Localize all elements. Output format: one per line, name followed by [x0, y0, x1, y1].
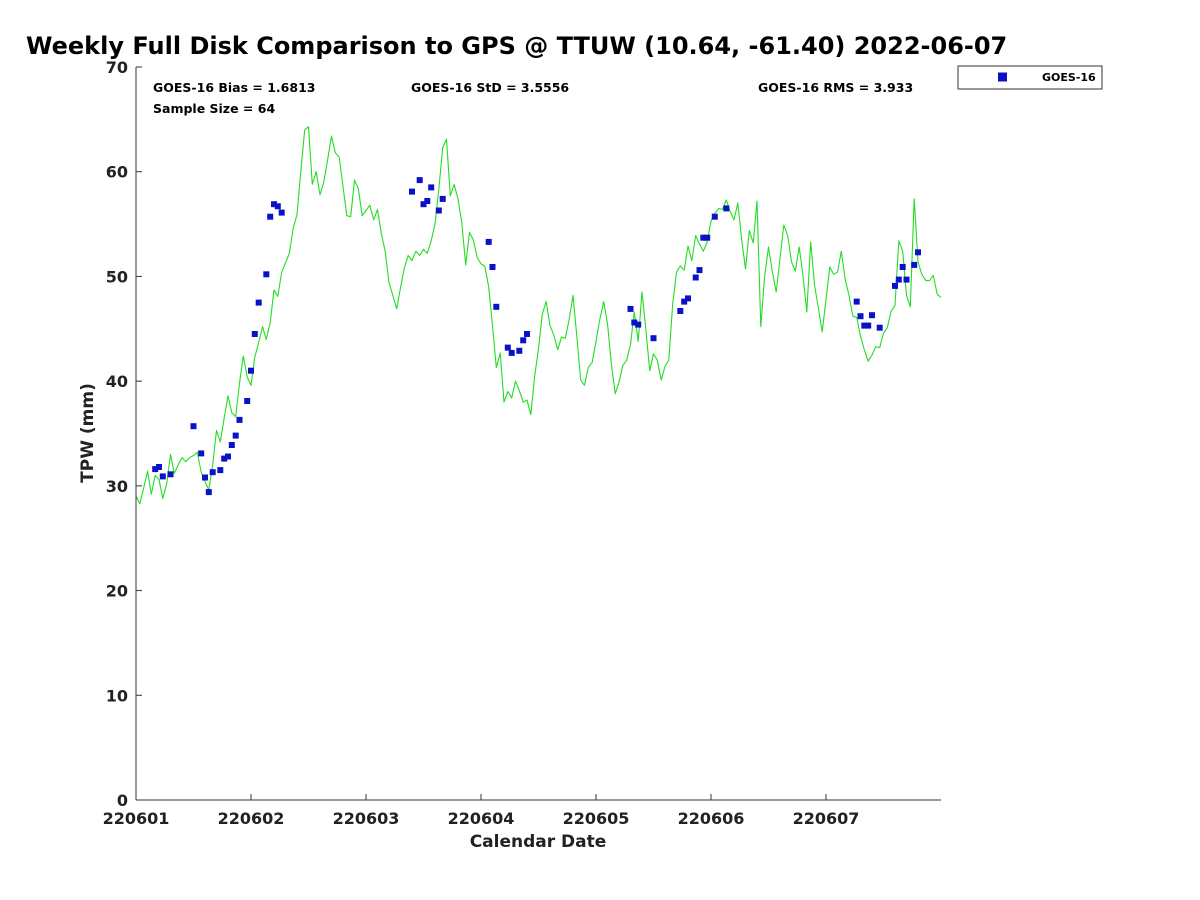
goes-16-point [911, 261, 918, 268]
goes-16-point [225, 453, 231, 460]
goes-16-point [685, 295, 691, 302]
sample-size-stat: Sample Size = 64 [153, 101, 275, 116]
goes-16-point [409, 188, 415, 195]
goes-16-point [244, 398, 251, 404]
goes-16-point [869, 312, 875, 319]
y-tick-label: 20 [106, 582, 128, 601]
goes-16-point [895, 276, 902, 283]
goes-16-point [485, 238, 492, 245]
goes-16-point [516, 347, 523, 354]
chart-title: Weekly Full Disk Comparison to GPS @ TTU… [26, 32, 1007, 60]
goes-16-point [892, 282, 898, 289]
y-tick-label: 60 [106, 163, 128, 182]
goes-16-point [635, 321, 642, 328]
y-tick-label: 50 [106, 267, 128, 286]
goes-16-point [903, 276, 910, 283]
goes-16-point [416, 177, 423, 184]
goes-16-point [255, 299, 262, 306]
goes-16-point [899, 264, 906, 270]
gps-series [135, 126, 942, 505]
goes-16-point [424, 198, 431, 204]
x-tick-label: 220606 [678, 809, 745, 828]
goes-16-point [876, 324, 883, 331]
goes-16-point [489, 264, 496, 270]
legend-label-goes-16: GOES-16 [1042, 71, 1096, 84]
goes-16-point [524, 331, 530, 337]
goes-16-point [692, 274, 699, 281]
goes-16-point [152, 466, 159, 473]
x-axis-label: Calendar Date [470, 832, 607, 852]
x-tick-label: 220607 [793, 809, 860, 828]
goes-16-point [267, 213, 274, 220]
x-tick-label: 220605 [563, 809, 630, 828]
goes-16-point [167, 471, 174, 478]
y-axis-label: TPW (mm) [78, 383, 98, 483]
goes-16-point [631, 319, 638, 326]
goes-16-point [232, 432, 239, 439]
goes-16-point [202, 474, 208, 481]
goes-16-point [190, 423, 197, 430]
goes-16-point [156, 464, 162, 470]
goes-16-point [198, 450, 205, 457]
goes-16-point [278, 209, 285, 216]
y-tick-label: 30 [106, 477, 128, 496]
goes-16-point [711, 213, 718, 220]
legend-box [957, 65, 1103, 90]
x-tick-label: 220604 [448, 809, 515, 828]
y-tick-label: 40 [106, 372, 128, 391]
goes-16-point [435, 207, 442, 214]
goes-16-point [650, 335, 657, 342]
goes-16-point [504, 344, 511, 351]
goes-16-point [217, 467, 224, 474]
y-tick-label: 10 [106, 686, 128, 705]
goes-16-point [209, 469, 216, 476]
goes-16-point [723, 205, 730, 212]
goes-16-point [861, 322, 868, 329]
goes-16-point [428, 184, 435, 191]
plot-background [136, 67, 941, 800]
x-tick-label: 220603 [333, 809, 400, 828]
goes-16-point [627, 305, 634, 312]
goes-16-point [236, 416, 243, 423]
goes-16-point [205, 489, 212, 496]
goes-16-point [159, 473, 166, 480]
goes-16-point [251, 331, 258, 337]
goes-16-point [681, 298, 688, 305]
y-tick-label: 0 [117, 791, 128, 810]
goes-16-point [853, 298, 860, 305]
goes-16-point [439, 195, 446, 202]
goes-16-point [677, 308, 684, 314]
y-axis-ticks: 0 10 20 30 40 50 60 70 [106, 58, 142, 810]
goes-16-point [857, 313, 864, 320]
goes-16-point [696, 267, 703, 274]
gps-line [135, 126, 942, 505]
goes-16-point [865, 322, 872, 329]
goes-16-point [508, 349, 515, 356]
goes-16-point [221, 455, 228, 462]
goes-16-point [263, 271, 270, 278]
goes-16-series [152, 177, 921, 496]
rms-stat: GOES-16 RMS = 3.933 [758, 80, 913, 95]
x-axis-ticks: 220601 220602 220603 220604 220605 220606 2206… [103, 794, 860, 828]
goes-16-point [520, 337, 527, 344]
goes-16-point [704, 234, 711, 241]
x-tick-label: 220602 [218, 809, 285, 828]
goes-16-point [700, 234, 707, 241]
goes-16-point [420, 201, 427, 208]
goes-16-point [493, 303, 500, 310]
y-tick-label: 70 [106, 58, 128, 77]
bias-stat: GOES-16 Bias = 1.6813 [153, 80, 315, 95]
goes-16-point [228, 442, 235, 448]
plot-area [135, 67, 942, 801]
legend-marker-goes-16 [998, 72, 1007, 82]
goes-16-point [271, 201, 277, 208]
std-stat: GOES-16 StD = 3.5556 [411, 80, 569, 95]
goes-16-point [274, 203, 281, 210]
x-tick-label: 220601 [103, 809, 170, 828]
goes-16-point [915, 249, 921, 256]
goes-16-point [248, 367, 254, 374]
legend: GOES-16 [957, 65, 1103, 90]
